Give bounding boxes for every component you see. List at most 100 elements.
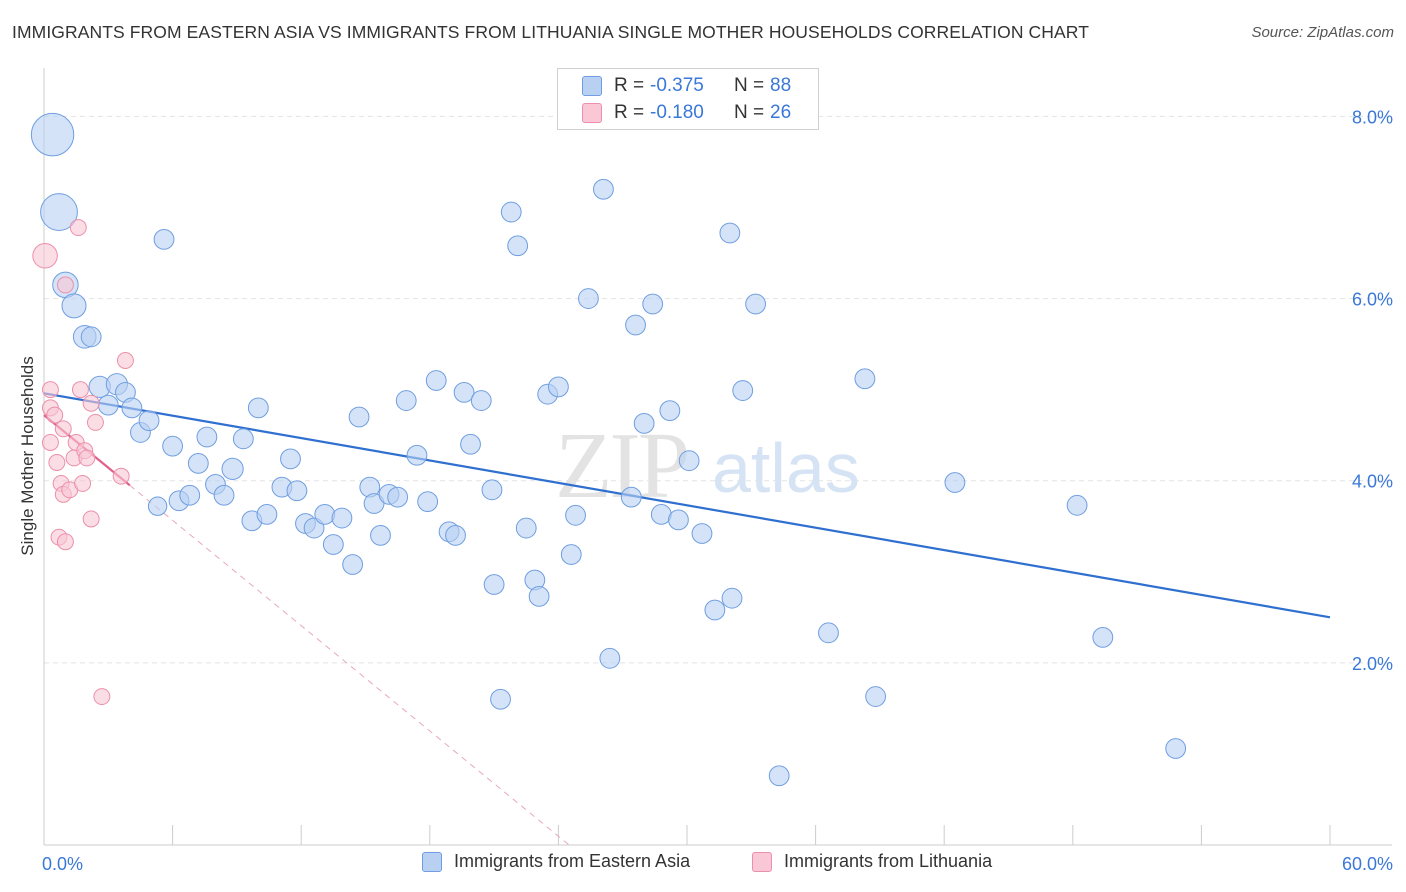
point-eastern-asia [818,622,839,644]
point-eastern-asia [280,448,301,470]
point-eastern-asia [213,484,235,506]
x-tick-label-min: 0.0% [42,854,83,874]
point-eastern-asia [548,376,569,398]
point-eastern-asia [221,457,244,480]
point-eastern-asia [625,314,646,336]
legend-swatch-eastern-asia [422,851,442,872]
point-eastern-asia [678,450,700,472]
point-eastern-asia [745,293,766,315]
point-lithuania [74,474,92,492]
point-eastern-asia [445,524,466,546]
point-eastern-asia [342,554,364,575]
point-eastern-asia [719,222,741,244]
trendline-lithuania-extended [129,484,570,846]
legend-label-eastern-asia: Immigrants from Eastern Asia [454,851,691,871]
tick-labels: 2.0% 4.0% 6.0% 8.0% 0.0% 60.0% [42,107,1393,874]
point-lithuania [78,449,96,467]
point-eastern-asia [565,504,586,526]
point-eastern-asia [153,228,175,250]
legend-item-lithuania[interactable]: Immigrants from Lithuania [752,851,992,872]
point-eastern-asia [528,585,550,607]
watermark: ZIP atlas [555,414,860,518]
x-tick-label-max: 60.0% [1342,854,1393,874]
point-eastern-asia [80,326,102,348]
point-lithuania [71,381,89,399]
series-legend: Immigrants from Eastern Asia Immigrants … [0,851,1406,877]
point-lithuania [56,533,74,551]
point-eastern-asia [668,509,689,531]
legend-row-lithuania: R = -0.180 N = 26 [582,101,791,125]
point-eastern-asia [470,390,492,411]
point-eastern-asia [944,472,966,493]
point-eastern-asia [691,523,713,544]
point-eastern-asia [483,574,505,595]
point-eastern-asia [453,381,475,403]
point-eastern-asia [500,201,522,223]
point-eastern-asia [331,507,353,529]
y-tick-label: 2.0% [1352,654,1393,674]
point-eastern-asia [363,493,385,514]
point-lithuania [32,243,58,269]
legend-r-value: -0.180 [650,102,704,123]
point-eastern-asia [1092,626,1114,648]
point-eastern-asia [865,686,887,707]
point-eastern-asia [256,504,278,525]
point-lithuania [93,688,111,706]
point-lithuania [46,406,64,424]
point-lithuania [82,510,100,528]
point-eastern-asia [515,517,537,539]
point-eastern-asia [593,178,614,200]
point-eastern-asia [481,479,503,501]
point-lithuania [54,420,72,438]
data-points [30,112,1187,787]
point-eastern-asia [490,688,511,710]
point-eastern-asia [314,504,336,525]
point-eastern-asia [61,293,87,319]
point-eastern-asia [721,587,743,609]
point-eastern-asia [286,480,308,502]
point-lithuania [112,467,130,485]
point-eastern-asia [1165,738,1187,759]
chart-title: IMMIGRANTS FROM EASTERN ASIA VS IMMIGRAN… [12,22,1089,42]
point-eastern-asia [659,400,681,421]
legend-r-value: -0.375 [650,75,704,96]
point-lithuania [69,219,87,237]
point-lithuania [82,394,100,412]
legend-label-lithuania: Immigrants from Lithuania [784,851,993,871]
point-lithuania [56,276,74,294]
point-eastern-asia [1066,494,1088,516]
point-eastern-asia [599,647,621,669]
point-lithuania [41,433,59,451]
point-eastern-asia [425,370,447,391]
legend-swatch-lithuania [582,103,602,123]
point-eastern-asia [147,496,168,516]
legend-row-eastern-asia: R = -0.375 N = 88 [582,74,791,98]
point-eastern-asia [387,486,409,508]
point-eastern-asia [768,765,790,787]
point-eastern-asia [370,524,391,546]
point-eastern-asia [854,368,876,390]
point-eastern-asia [232,428,254,450]
legend-swatch-eastern-asia [582,76,602,96]
legend-item-eastern-asia[interactable]: Immigrants from Eastern Asia [422,851,690,872]
legend-r-label: R = [614,102,645,123]
watermark-atlas: atlas [712,429,860,507]
grid-lines [44,115,1392,664]
trendline-eastern-asia [43,392,1331,619]
legend-swatch-lithuania [752,851,772,872]
chart-source: Source: ZipAtlas.com [1251,24,1394,41]
point-eastern-asia [633,412,655,434]
point-eastern-asia [30,112,75,157]
point-eastern-asia [179,484,201,506]
point-eastern-asia [620,486,642,508]
axes [43,68,1392,846]
point-eastern-asia [642,293,664,315]
correlation-legend: R = -0.375 N = 88 R = -0.180 N = 26 [557,68,819,130]
legend-n-label: N = [734,102,765,123]
point-lithuania [48,454,66,471]
legend-n-value: 26 [770,102,792,123]
y-tick-label: 8.0% [1352,107,1393,127]
point-lithuania [86,413,104,431]
point-eastern-asia [578,288,599,309]
